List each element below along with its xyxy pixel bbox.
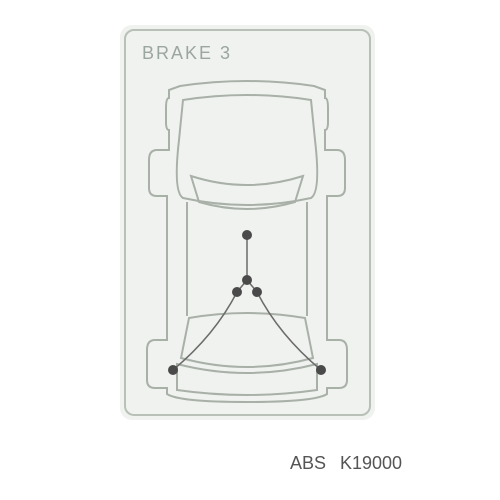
part-number-label: K19000: [340, 453, 402, 474]
connection-dot-split-left: [232, 287, 242, 297]
connection-dot-split-right: [252, 287, 262, 297]
diagram-canvas: repuestoscoches24 BRAKE 3 ABS K19000: [0, 0, 500, 500]
connection-dot-rear-right-wheel: [316, 365, 326, 375]
connection-dot-rear-left-wheel: [168, 365, 178, 375]
connection-dot-center-mid: [242, 275, 252, 285]
brand-label: ABS: [290, 453, 326, 474]
diagram-title: BRAKE 3: [142, 43, 232, 64]
car-outline-diagram: [145, 80, 350, 405]
connection-dot-center-top: [242, 230, 252, 240]
